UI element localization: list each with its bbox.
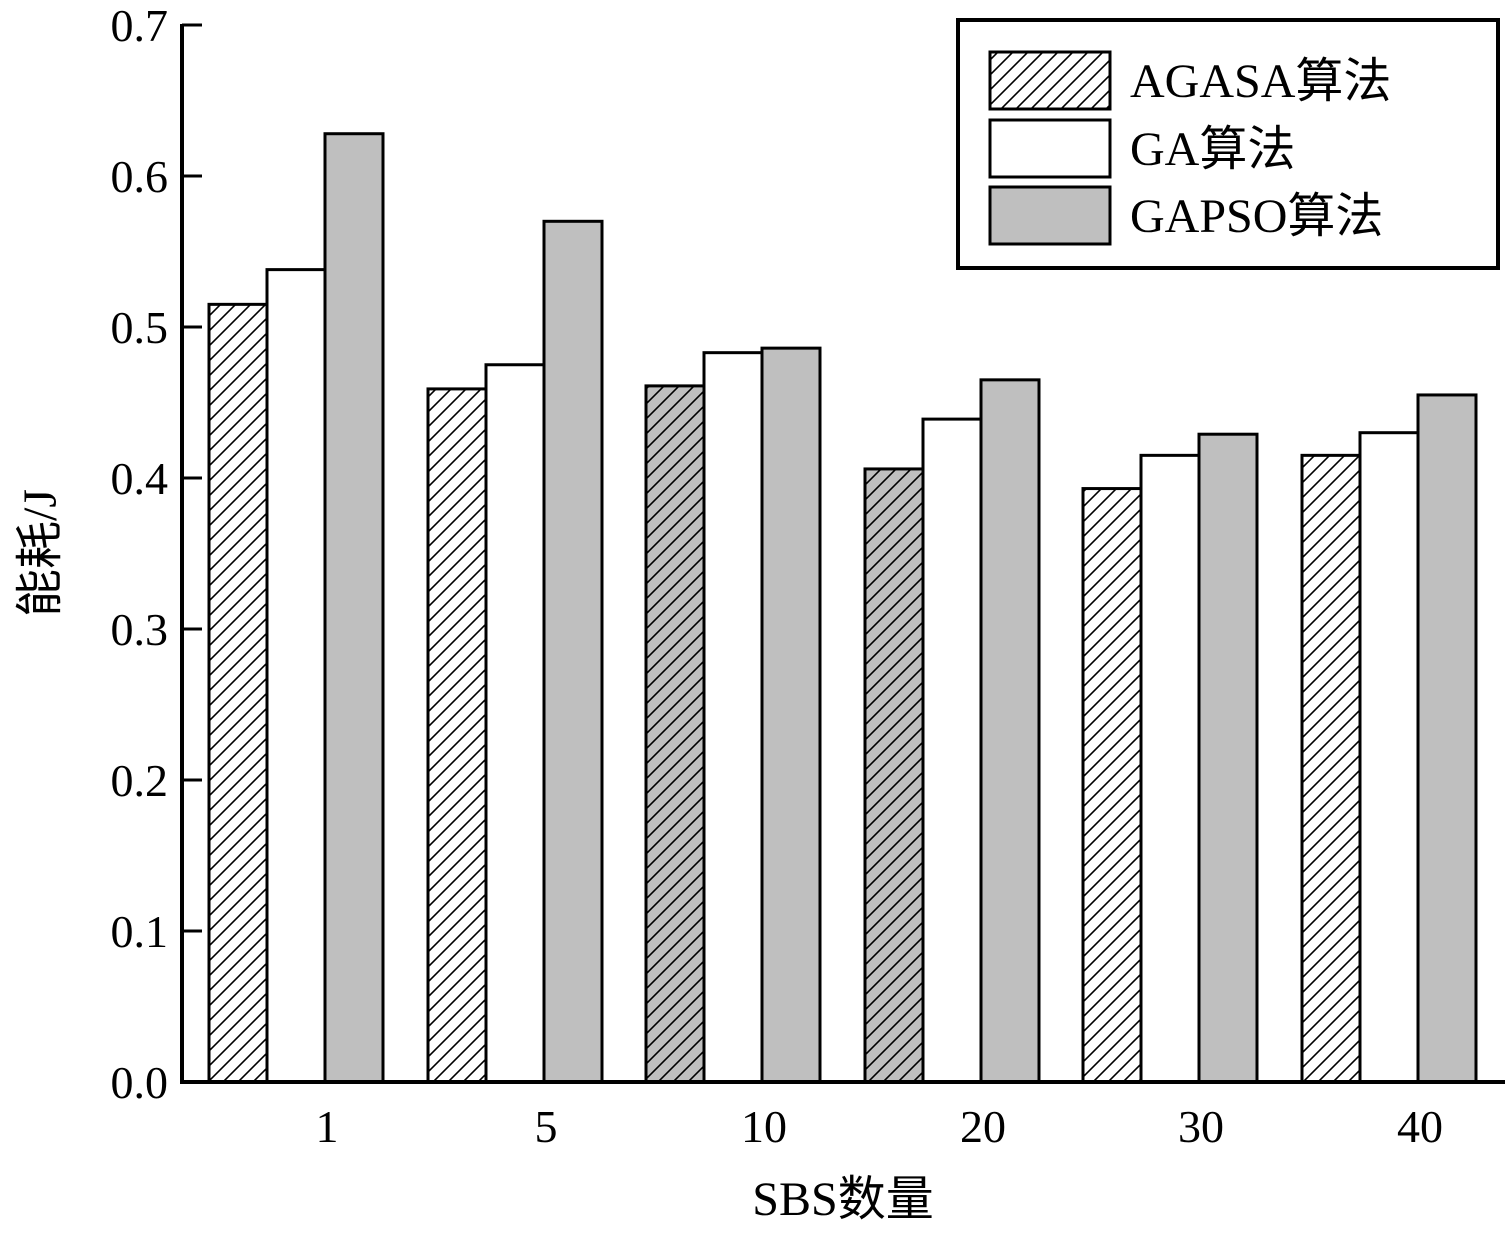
legend-label-0: AGASA算法 [1130,55,1391,108]
bar-2-3 [979,378,1041,1084]
bar-2-1 [542,219,604,1084]
bar-2-0 [323,132,385,1084]
bar-0-3 [863,467,925,1084]
bar-2-4 [1197,432,1259,1084]
bar-0-0 [207,302,269,1084]
x-axis-label: SBS数量 [752,1173,933,1226]
y-tick-label-2: 0.2 [111,755,169,806]
bar-0-5 [1300,453,1362,1084]
bar-2-2 [760,346,822,1084]
legend-swatch-0 [988,50,1112,111]
x-tick-label-1: 5 [535,1101,558,1152]
x-tick-label-5: 40 [1397,1101,1443,1152]
bar-1-1 [484,363,546,1084]
axes-group: 0.0 0.1 0.2 0.3 0.4 0.5 0.6 0.7 1 5 10 20 30 40 SBS数量 能… [14,0,1505,1226]
legend-label-2: GAPSO算法 [1130,190,1383,243]
bar-2-5 [1416,393,1478,1084]
bar-0-2 [644,384,706,1084]
y-tick-label-0: 0.0 [111,1057,169,1108]
legend-swatch-1 [988,118,1112,179]
bar-1-4 [1139,453,1201,1084]
y-tick-label-4: 0.4 [111,453,169,504]
y-tick-label-5: 0.5 [111,302,169,353]
y-tick-label-1: 0.1 [111,906,169,957]
x-tick-label-2: 10 [741,1101,787,1152]
x-tick-label-0: 1 [316,1101,339,1152]
bar-1-2 [702,351,764,1084]
y-tick-label-3: 0.3 [111,604,169,655]
y-tick-label-6: 0.6 [111,151,169,202]
legend-label-1: GA算法 [1130,123,1295,176]
bar-1-5 [1358,431,1420,1084]
bar-0-4 [1081,487,1143,1084]
legend: AGASA算法 GA算法 GAPSO算法 [956,18,1500,270]
bar-1-3 [921,417,983,1084]
x-tick-label-4: 30 [1178,1101,1224,1152]
legend-swatch-2 [988,185,1112,246]
y-axis-label: 能耗/J [14,489,67,617]
bar-0-1 [426,387,488,1084]
x-tick-label-3: 20 [960,1101,1006,1152]
bars-group [207,132,1478,1084]
bar-1-0 [265,268,327,1084]
y-tick-label-7: 0.7 [111,0,169,51]
